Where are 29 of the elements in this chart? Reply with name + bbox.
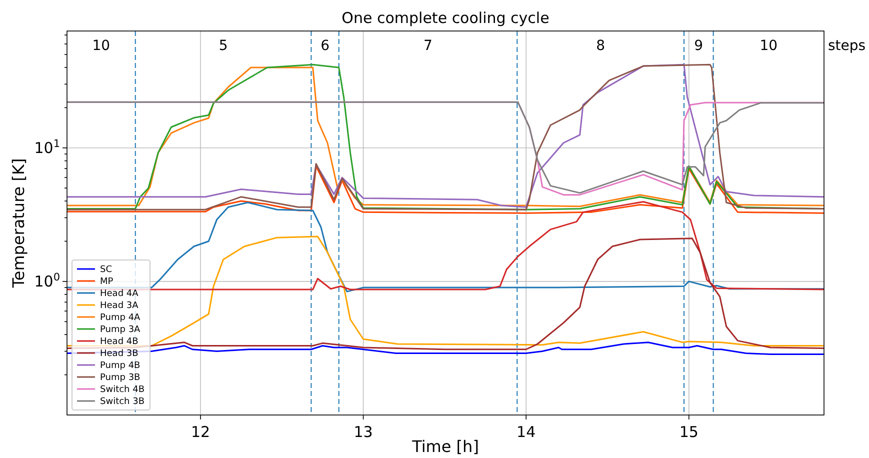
y-tick-label: 10$^{1}$ [34, 138, 60, 157]
annotation: 7 [424, 38, 432, 54]
legend-label: Head 3B [100, 349, 138, 359]
legend-label: Switch 3B [100, 397, 145, 407]
x-tick-label: 13 [354, 423, 373, 441]
legend-label: Pump 4A [100, 313, 142, 323]
legend-label: Head 3A [100, 301, 140, 311]
legend-label: Head 4A [100, 289, 140, 299]
legend-label: MP [100, 277, 114, 287]
annotation: 10 [92, 38, 110, 54]
legend-label: Pump 3B [100, 373, 140, 383]
legend-label: Pump 3A [100, 325, 142, 335]
annotation: 8 [596, 38, 606, 54]
legend-label: Pump 4B [100, 361, 140, 371]
annotation: 6 [320, 38, 330, 54]
x-axis-title: Time [h] [411, 437, 479, 456]
text: steps [828, 38, 866, 54]
annotation: 10 [760, 38, 778, 54]
annotation: 5 [218, 38, 228, 54]
y-axis-title: Temperature [K] [9, 158, 28, 289]
x-tick-label: 15 [679, 423, 698, 441]
legend-label: Head 4B [100, 337, 138, 347]
x-tick-label: 14 [516, 423, 536, 441]
annotation: 9 [694, 38, 704, 54]
chart-title: One complete cooling cycle [342, 9, 550, 27]
y-tick-label: 10$^{0}$ [34, 271, 60, 290]
legend-label: SC [100, 265, 112, 275]
legend-label: Switch 4B [100, 385, 145, 395]
x-tick-label: 12 [190, 423, 210, 441]
